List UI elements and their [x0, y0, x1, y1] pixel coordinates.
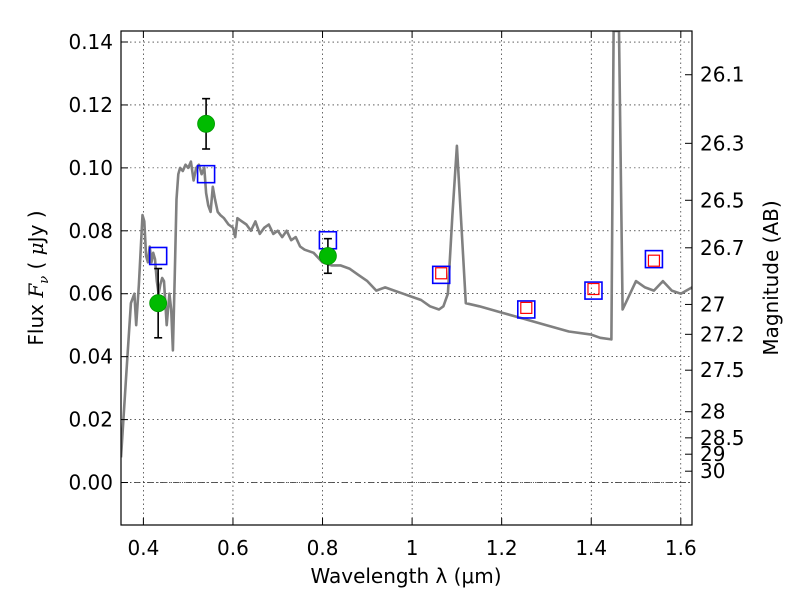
upper-limit-square — [520, 301, 533, 314]
y2-axis-label: Magnitude (AB) — [759, 200, 783, 355]
plot-background — [121, 31, 692, 525]
x-tick-label: 0.6 — [217, 536, 249, 560]
y2-tick-label: 27 — [700, 292, 725, 316]
model-flux-square — [584, 281, 603, 300]
y2-tick-label: 27.2 — [700, 322, 745, 346]
y2-tick-label: 28.5 — [700, 426, 745, 450]
y-tick-label: 0.00 — [68, 471, 113, 495]
y-axis-label: Flux Fν ( μJy ) — [24, 210, 52, 345]
x-axis-label: Wavelength λ (μm) — [310, 564, 501, 588]
series — [121, 31, 692, 458]
y2-tick-label: 27.5 — [700, 358, 745, 382]
x-tick-label: 1.2 — [486, 536, 518, 560]
x-tick-label: 0.8 — [307, 536, 339, 560]
x-tick-label: 1.6 — [665, 536, 697, 560]
y-tick-label: 0.08 — [68, 219, 113, 243]
y-tick-label: 0.06 — [68, 282, 113, 306]
upper-limit-square — [647, 254, 661, 267]
observed-flux-point — [319, 247, 337, 265]
y2-tick-label: 29 — [700, 442, 725, 466]
observed-flux-point — [149, 294, 168, 313]
x-tick-label: 0.4 — [127, 536, 159, 560]
plot-frame — [120, 30, 693, 526]
observed-flux-point — [197, 114, 215, 133]
y2-tick-label: 26.3 — [700, 131, 745, 155]
y2-tick-label: 26.1 — [700, 63, 745, 87]
y-tick-label: 0.04 — [68, 345, 113, 369]
x-tick-label: 1 — [406, 536, 419, 560]
y2-tick-label: 30 — [700, 459, 725, 483]
y-tick-label: 0.10 — [68, 156, 113, 180]
y-tick-label: 0.12 — [68, 93, 113, 117]
ticks: 0.4 0.6 0.8 1 1.2 1.4 1.6 0.00 0.02 0.04 0.06 0.08 0… — [68, 30, 744, 560]
model-flux-square — [196, 164, 216, 184]
model-flux-square — [516, 300, 536, 319]
model-flux-square — [148, 246, 168, 266]
upper-limit-square — [435, 267, 448, 280]
y2-tick-label: 28 — [700, 400, 725, 424]
x-tick-label: 1.4 — [575, 536, 607, 560]
model-flux-square — [644, 249, 664, 269]
y2-tick-label: 26.7 — [700, 236, 745, 260]
y-tick-label: 0.02 — [68, 408, 113, 432]
model-flux-square — [431, 265, 451, 285]
y-tick-label: 0.14 — [68, 30, 113, 54]
upper-limit-square — [587, 282, 600, 296]
y2-tick-label: 26.5 — [700, 188, 745, 212]
